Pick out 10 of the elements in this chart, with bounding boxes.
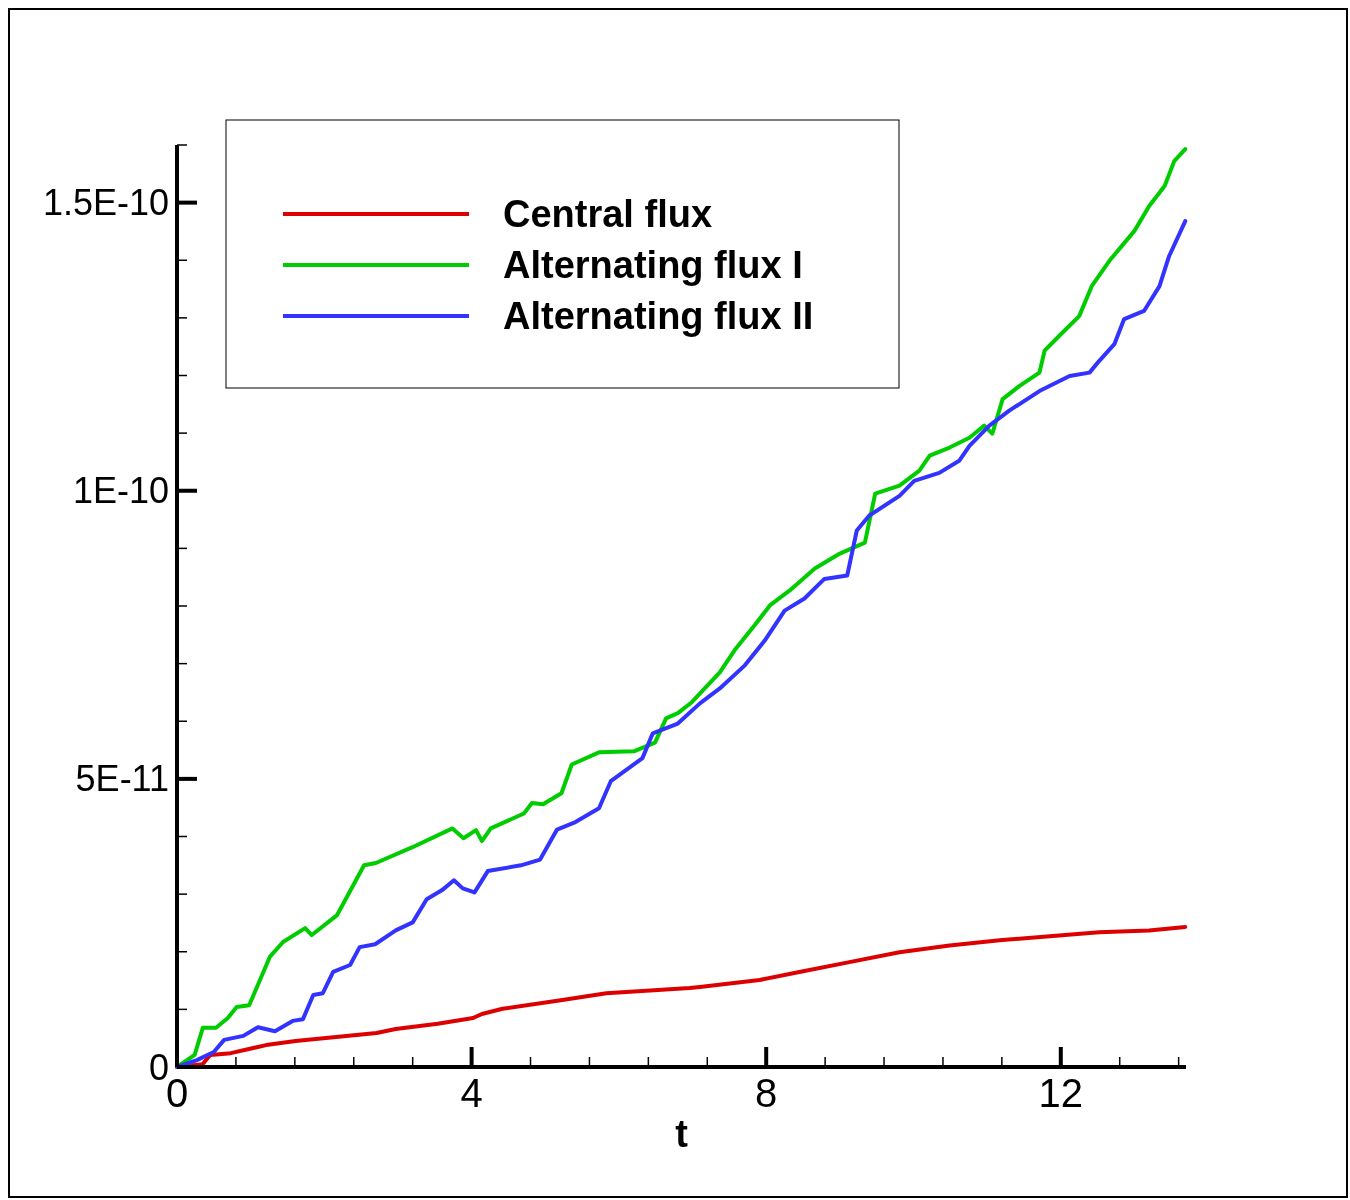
x-tick-label: 4	[460, 1071, 483, 1115]
x-tick-label: 12	[1038, 1071, 1084, 1115]
legend-label: Alternating flux I	[503, 244, 803, 287]
legend-label: Central flux	[503, 193, 713, 236]
y-tick-label: 1E-10	[72, 470, 169, 512]
legend-label: Alternating flux II	[503, 295, 814, 338]
x-axis-title: t	[675, 1113, 689, 1155]
x-tick-label: 8	[755, 1071, 778, 1115]
y-tick-label: 5E-11	[75, 758, 169, 800]
y-tick-label: 1.5E-10	[42, 182, 169, 224]
